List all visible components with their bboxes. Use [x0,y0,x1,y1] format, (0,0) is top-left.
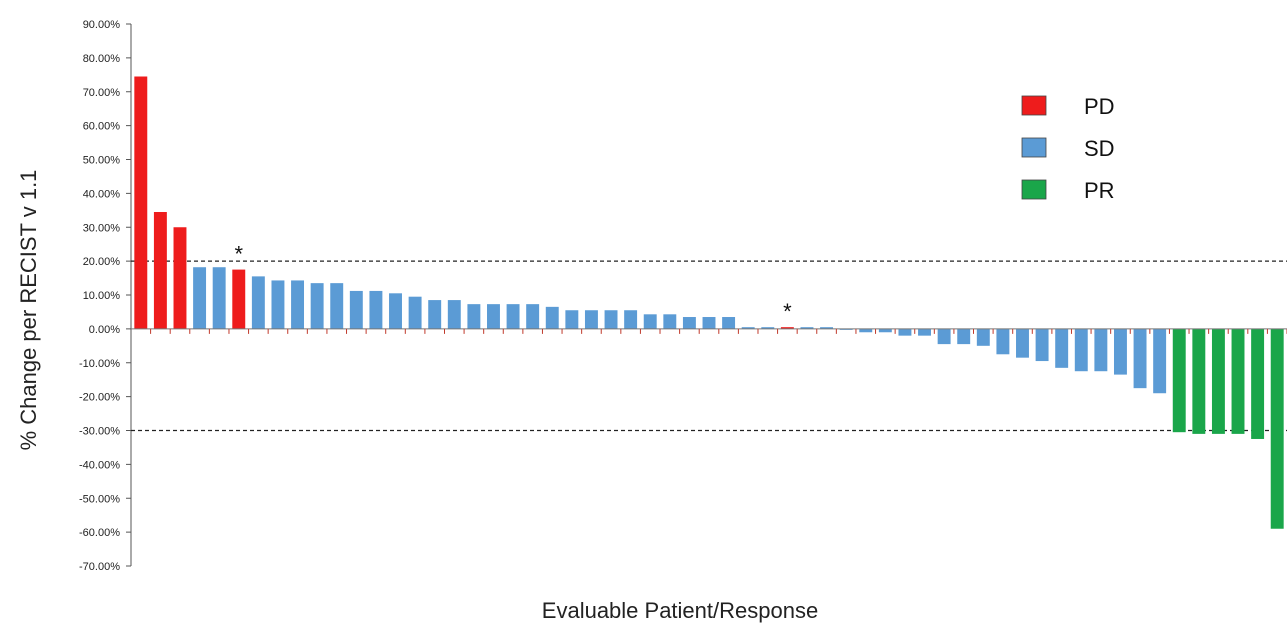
y-tick-label: 40.00% [83,188,121,200]
bar-sd [957,328,971,345]
legend: PD SD PR [1021,94,1115,203]
y-tick-label: -10.00% [79,358,120,370]
bar-pd [153,212,167,329]
bar-sd [976,328,990,346]
legend-swatch-pr [1021,179,1047,200]
bar-sd [1055,328,1069,368]
bar-pr [1251,328,1265,439]
bar-sd [937,328,951,345]
bar-sd [212,267,226,329]
y-tick-label: 0.00% [89,324,120,336]
bar-sd [565,310,579,329]
bar-sd [330,283,344,329]
y-tick-label: -50.00% [79,493,120,505]
bar-pr [1172,328,1186,433]
bar-sd [604,310,618,329]
bar-sd [271,280,285,329]
bar-sd [1133,328,1147,389]
y-tick-label: -40.00% [79,459,120,471]
bar-sd [291,280,305,329]
bar-pd [780,327,794,329]
bar-sd [918,328,931,336]
bar-pd [134,76,148,329]
y-axis-ticks [126,23,131,567]
legend-label-pd: PD [1084,94,1115,119]
bars [134,76,1284,529]
bar-sd [741,327,755,329]
bar-sd [408,296,422,329]
bar-sd [545,306,559,329]
bar-sd [643,314,657,329]
bar-sd [389,293,402,329]
legend-swatch-sd [1021,137,1047,158]
bar-sd [487,304,500,329]
bar-sd [428,300,442,329]
bar-annotation: * [234,242,243,267]
bar-sd [349,290,363,329]
bar-sd [859,328,873,333]
annotations: ** [234,242,792,325]
bar-pd [173,227,187,329]
bar-sd [1113,328,1127,375]
reference-lines [131,260,1287,432]
y-tick-label: 10.00% [83,290,121,302]
legend-swatch-pd [1021,95,1047,116]
bar-sd [1094,328,1108,372]
bar-sd [1074,328,1088,372]
bar-sd [682,317,696,329]
y-tick-label: -20.00% [79,392,120,404]
legend-label-pr: PR [1084,178,1115,203]
bar-sd [722,317,736,329]
y-tick-labels: 90.00% 80.00% 70.00% 60.00% 50.00% 40.00% 30.0… [79,19,120,573]
y-tick-label: 20.00% [83,256,121,268]
bar-pr [1192,328,1206,434]
bar-sd [761,327,775,329]
y-tick-label: -30.00% [79,426,120,438]
y-tick-label: 30.00% [83,222,121,234]
bar-sd [1016,328,1029,358]
bar-pr [1270,328,1284,529]
x-axis-ticks [150,328,1287,334]
bar-pr [1211,328,1225,434]
bar-sd [584,310,598,329]
bar-sd [310,283,324,329]
bar-sd [526,304,540,329]
x-axis-title: Evaluable Patient/Response [542,598,818,623]
bar-annotation: * [783,299,792,324]
bar-sd [467,304,481,329]
y-tick-label: -70.00% [79,561,120,573]
bar-sd [447,300,461,329]
bar-sd [251,276,265,329]
bar-pd [232,269,246,329]
bar-sd [663,314,677,329]
legend-label-sd: SD [1084,136,1115,161]
y-tick-label: 80.00% [83,53,121,65]
bar-sd [506,304,520,329]
y-tick-label: -60.00% [79,527,120,539]
y-tick-label: 90.00% [83,19,121,31]
y-axis-title: % Change per RECIST v 1.1 [16,170,41,451]
bar-pr [1231,328,1245,434]
bar-sd [1035,328,1049,362]
bar-sd [878,328,892,333]
bar-sd [369,290,383,329]
y-tick-label: 60.00% [83,121,121,133]
y-tick-label: 50.00% [83,155,121,167]
bar-sd [1153,328,1167,394]
y-tick-label: 70.00% [83,87,121,99]
bar-sd [800,327,814,329]
bar-sd [702,317,716,329]
bar-sd [820,327,834,329]
bar-sd [898,328,912,336]
bar-sd [193,267,207,329]
bar-sd [624,310,638,329]
bar-sd [996,328,1010,355]
